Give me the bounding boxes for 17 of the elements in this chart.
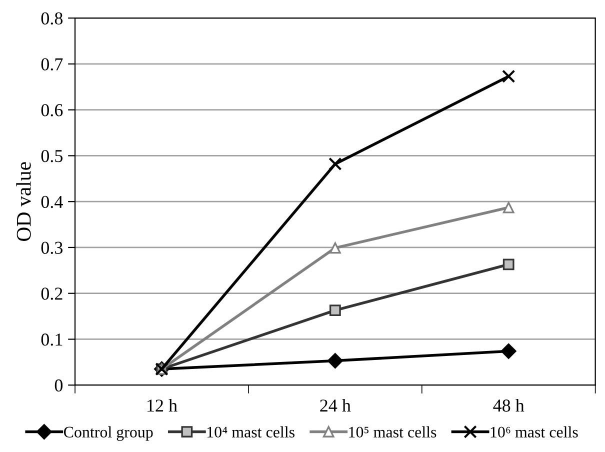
legend-label: 10⁴ mast cells: [208, 426, 294, 438]
legend-label: 10⁶ mast cells: [490, 426, 578, 438]
y-tick-label: 0.1: [41, 333, 62, 346]
y-tick-label: 0: [54, 379, 63, 392]
y-tick-label: 0.6: [41, 104, 63, 116]
y-tick-label: 0.2: [41, 288, 62, 300]
y-tick-label: 0.7: [41, 58, 63, 70]
x-tick-label: 48 h: [493, 398, 524, 412]
y-tick-label: 0.5: [41, 150, 63, 162]
y-tick-label: 0.4: [41, 196, 63, 208]
legend-label: 10⁵ mast cells: [349, 426, 436, 438]
y-axis-title: OD value: [16, 162, 31, 241]
legend-label: Control group: [64, 426, 153, 441]
y-tick-label: 0.3: [41, 242, 63, 254]
x-tick-label: 12 h: [148, 398, 178, 412]
x-tick-label: 24 h: [320, 398, 351, 412]
y-tick-label: 0.8: [41, 12, 63, 25]
